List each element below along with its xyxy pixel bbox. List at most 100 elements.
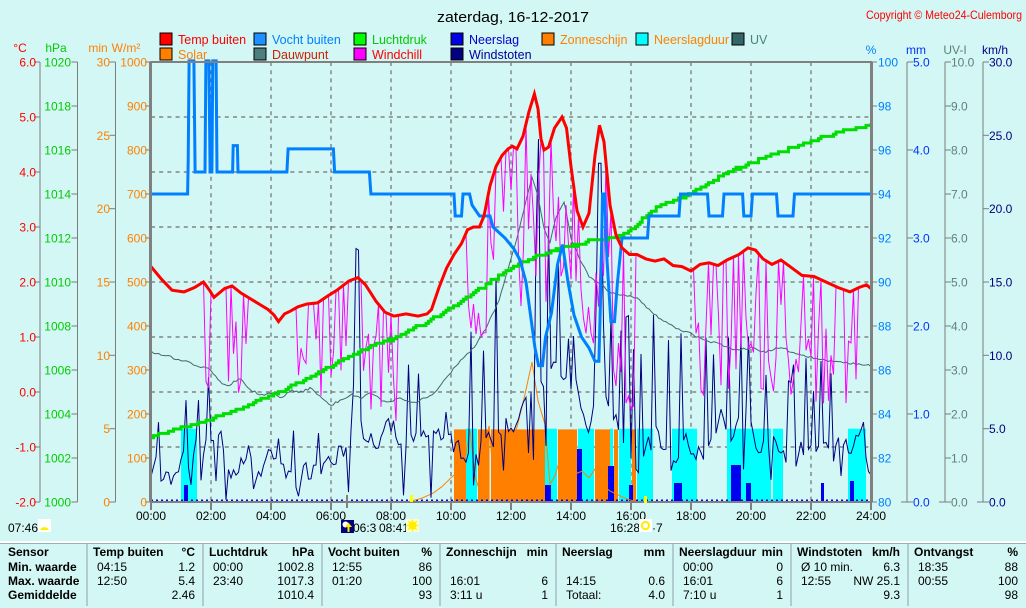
svg-text:14:00: 14:00: [556, 509, 586, 523]
svg-text:01:20: 01:20: [332, 574, 362, 588]
svg-text:Zonneschijn: Zonneschijn: [446, 545, 517, 559]
svg-text:6.3: 6.3: [883, 560, 900, 574]
svg-text:-1.0: -1.0: [15, 441, 36, 455]
svg-text:1016: 1016: [44, 144, 71, 158]
svg-text:5.4: 5.4: [178, 574, 195, 588]
svg-text:W/m²: W/m²: [112, 41, 141, 55]
svg-text:min: min: [527, 545, 548, 559]
svg-text:4.0: 4.0: [913, 144, 930, 158]
svg-text:1000: 1000: [44, 496, 71, 510]
svg-text:Vocht buiten: Vocht buiten: [272, 33, 341, 47]
svg-text:3:11 u: 3:11 u: [450, 588, 482, 602]
svg-text:15.0: 15.0: [989, 276, 1013, 290]
svg-text:5.0: 5.0: [989, 422, 1006, 436]
svg-text:Neerslagduur: Neerslagduur: [679, 545, 757, 559]
svg-text:1008: 1008: [44, 320, 71, 334]
svg-text:%: %: [866, 43, 877, 57]
svg-text:80: 80: [878, 496, 892, 510]
svg-text:06:3: 06:3: [353, 521, 377, 535]
svg-text:24:00: 24:00: [856, 509, 886, 523]
svg-text:08:00: 08:00: [376, 509, 406, 523]
svg-text:%: %: [421, 545, 432, 559]
svg-text:04:00: 04:00: [256, 509, 286, 523]
svg-text:mm: mm: [644, 545, 665, 559]
svg-text:Temp buiten: Temp buiten: [93, 545, 163, 559]
svg-text:5.0: 5.0: [951, 276, 968, 290]
svg-text:1020: 1020: [44, 56, 71, 70]
svg-text:1.0: 1.0: [19, 331, 36, 345]
svg-text:14:15: 14:15: [566, 574, 596, 588]
svg-text:0: 0: [103, 496, 110, 510]
svg-text:Sensor: Sensor: [8, 545, 49, 559]
svg-text:4.0: 4.0: [19, 166, 36, 180]
svg-text:Neerslag: Neerslag: [469, 33, 519, 47]
svg-text:25: 25: [97, 129, 111, 143]
svg-text:4.0: 4.0: [951, 320, 968, 334]
svg-text:5.0: 5.0: [19, 111, 36, 125]
svg-text:12:55: 12:55: [332, 560, 362, 574]
svg-text:°C: °C: [182, 545, 196, 559]
svg-text:5.0: 5.0: [913, 56, 930, 70]
svg-text:Dauwpunt: Dauwpunt: [272, 48, 329, 62]
svg-text:Gemiddelde: Gemiddelde: [8, 588, 77, 602]
svg-text:Vocht buiten: Vocht buiten: [328, 545, 400, 559]
svg-text:93: 93: [419, 588, 433, 602]
svg-text:82: 82: [878, 452, 892, 466]
svg-text:500: 500: [127, 276, 147, 290]
svg-text:hPa: hPa: [45, 41, 67, 55]
svg-text:30.0: 30.0: [989, 56, 1013, 70]
svg-text:3.0: 3.0: [951, 364, 968, 378]
svg-text:86: 86: [419, 560, 433, 574]
svg-text:3.0: 3.0: [19, 221, 36, 235]
svg-text:Neerslagduur: Neerslagduur: [654, 33, 729, 47]
svg-text:88: 88: [878, 320, 892, 334]
svg-text:Zonneschijn: Zonneschijn: [560, 33, 627, 47]
svg-text:86: 86: [878, 364, 892, 378]
svg-text:9.0: 9.0: [951, 100, 968, 114]
svg-text:700: 700: [127, 188, 147, 202]
svg-text:12:55: 12:55: [801, 574, 831, 588]
svg-text:1002.8: 1002.8: [277, 560, 314, 574]
svg-text:5: 5: [103, 422, 110, 436]
svg-text:1017.3: 1017.3: [277, 574, 314, 588]
svg-text:02:00: 02:00: [196, 509, 226, 523]
svg-text:4.0: 4.0: [648, 588, 665, 602]
svg-text:UV: UV: [750, 33, 768, 47]
svg-text:16:00: 16:00: [616, 509, 646, 523]
svg-text:16:28: 16:28: [610, 521, 640, 535]
svg-text:UV-I: UV-I: [943, 43, 966, 57]
svg-text:00:00: 00:00: [213, 560, 243, 574]
svg-text:300: 300: [127, 364, 147, 378]
svg-text:NW 25.1: NW 25.1: [853, 574, 900, 588]
svg-text:6: 6: [541, 574, 548, 588]
svg-text:%: %: [1007, 545, 1018, 559]
svg-text:1012: 1012: [44, 232, 71, 246]
svg-text:2.0: 2.0: [19, 276, 36, 290]
svg-text:20.0: 20.0: [989, 202, 1013, 216]
svg-text:Temp buiten: Temp buiten: [178, 33, 246, 47]
svg-text:22:00: 22:00: [796, 509, 826, 523]
svg-text:10.0: 10.0: [951, 56, 975, 70]
svg-text:800: 800: [127, 144, 147, 158]
svg-text:-2.0: -2.0: [15, 496, 36, 510]
svg-text:1002: 1002: [44, 452, 71, 466]
svg-text:1004: 1004: [44, 408, 71, 422]
svg-text:10:00: 10:00: [436, 509, 466, 523]
svg-text:1.2: 1.2: [178, 560, 195, 574]
svg-text:km/h: km/h: [982, 43, 1008, 57]
svg-text:25.0: 25.0: [989, 129, 1013, 143]
svg-text:20:00: 20:00: [736, 509, 766, 523]
svg-text:1000: 1000: [120, 56, 147, 70]
svg-text:hPa: hPa: [292, 545, 314, 559]
svg-text:30: 30: [97, 56, 111, 70]
svg-text:Min. waarde: Min. waarde: [8, 560, 77, 574]
svg-text:1006: 1006: [44, 364, 71, 378]
svg-text:min: min: [88, 41, 107, 55]
svg-text:Windstoten: Windstoten: [469, 48, 532, 62]
svg-text:Windchill: Windchill: [372, 48, 422, 62]
svg-text:6: 6: [776, 574, 783, 588]
svg-text:Windstoten: Windstoten: [797, 545, 862, 559]
svg-text:Solar: Solar: [178, 48, 207, 62]
svg-text:2.46: 2.46: [172, 588, 196, 602]
svg-text:0: 0: [140, 496, 147, 510]
